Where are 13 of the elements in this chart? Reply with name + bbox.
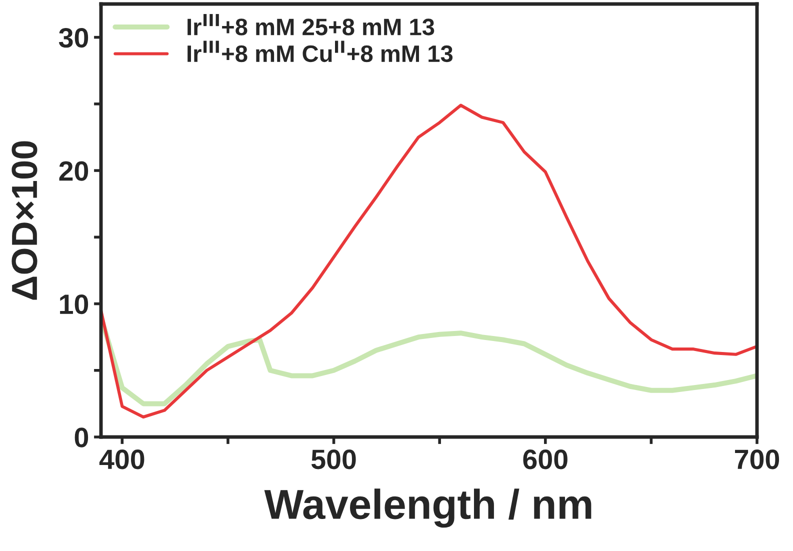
legend-label: Ir$^{III}$+8 mM 25+8 mM 13 — [188, 14, 434, 36]
y-tick-label: 10 — [60, 294, 88, 314]
legend-label: Ir$^{III}$+8 mM Cu$^{II}$+8 mM 13 — [188, 40, 453, 62]
x-axis-title: Wavelength / nm — [264, 488, 592, 528]
x-tick-label: 600 — [523, 450, 568, 470]
x-tick-label: 500 — [311, 450, 356, 470]
line-series — [101, 104, 757, 419]
y-tick-label: 0 — [74, 428, 88, 448]
x-tick-label: 400 — [99, 450, 144, 470]
y-axis-title: ΔOD×100 — [12, 141, 38, 300]
x-tick-label: 700 — [735, 450, 780, 470]
y-tick-label: 30 — [58, 28, 88, 48]
y-tick-label: 20 — [59, 161, 88, 181]
